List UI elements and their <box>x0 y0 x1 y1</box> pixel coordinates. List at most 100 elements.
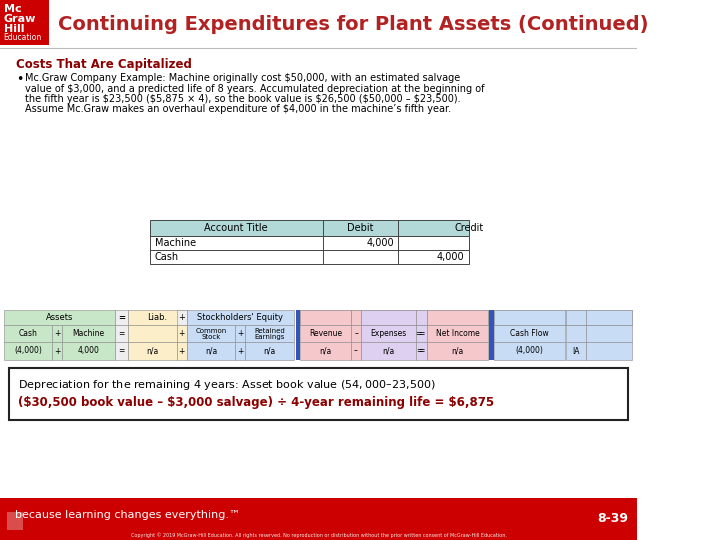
FancyBboxPatch shape <box>351 342 361 360</box>
Text: value of $3,000, and a predicted life of 8 years. Accumulated depreciation at th: value of $3,000, and a predicted life of… <box>24 84 485 93</box>
Text: Assume Mc.Graw makes an overhaul expenditure of $4,000 in the machine’s fifth ye: Assume Mc.Graw makes an overhaul expendi… <box>24 105 451 114</box>
FancyBboxPatch shape <box>62 342 115 360</box>
FancyBboxPatch shape <box>177 325 186 342</box>
Text: –: – <box>354 329 358 338</box>
FancyBboxPatch shape <box>416 342 428 360</box>
Text: –: – <box>354 347 358 355</box>
Text: n/a: n/a <box>382 347 395 355</box>
FancyBboxPatch shape <box>361 325 416 342</box>
Text: Costs That Are Capitalized: Costs That Are Capitalized <box>16 58 192 71</box>
Text: Mc: Mc <box>4 4 21 14</box>
Text: Earnings: Earnings <box>254 334 284 340</box>
Text: 4,000: 4,000 <box>366 238 394 248</box>
Text: Machine: Machine <box>155 238 196 248</box>
Text: Depreciation for the remaining 4 years: Asset book value ($54,000 – $23,500): Depreciation for the remaining 4 years: … <box>18 378 436 392</box>
Text: Machine: Machine <box>73 329 104 338</box>
Text: =: = <box>418 347 425 355</box>
Text: n/a: n/a <box>451 347 464 355</box>
Text: =: = <box>418 329 425 338</box>
Text: Cash Flow: Cash Flow <box>510 329 549 338</box>
FancyBboxPatch shape <box>416 325 428 342</box>
Text: =: = <box>119 347 125 355</box>
Text: Account Title: Account Title <box>204 223 268 233</box>
FancyBboxPatch shape <box>351 310 361 325</box>
Text: n/a: n/a <box>146 347 159 355</box>
Text: 4,000: 4,000 <box>437 252 464 262</box>
Text: +: + <box>179 347 185 355</box>
Text: IA: IA <box>572 347 580 355</box>
Text: Debit: Debit <box>347 223 374 233</box>
FancyBboxPatch shape <box>351 325 361 342</box>
Text: 4,000: 4,000 <box>78 347 99 355</box>
FancyBboxPatch shape <box>4 342 53 360</box>
Text: Assets: Assets <box>45 313 73 322</box>
Text: 8-39: 8-39 <box>598 512 629 525</box>
Text: +: + <box>179 329 185 338</box>
Text: Cash: Cash <box>19 329 37 338</box>
Text: because learning changes everything.™: because learning changes everything.™ <box>15 510 240 520</box>
Text: =: = <box>415 329 422 338</box>
Text: (4,000): (4,000) <box>14 347 42 355</box>
FancyBboxPatch shape <box>53 342 62 360</box>
FancyBboxPatch shape <box>0 498 637 540</box>
FancyBboxPatch shape <box>361 342 416 360</box>
FancyBboxPatch shape <box>428 325 487 342</box>
Text: Mc.Graw Company Example: Machine originally cost $50,000, with an estimated salv: Mc.Graw Company Example: Machine origina… <box>24 73 460 83</box>
FancyBboxPatch shape <box>150 250 469 264</box>
Text: n/a: n/a <box>264 347 276 355</box>
FancyBboxPatch shape <box>150 220 469 236</box>
FancyBboxPatch shape <box>428 310 487 325</box>
Text: Education: Education <box>4 33 42 42</box>
FancyBboxPatch shape <box>300 310 488 325</box>
FancyBboxPatch shape <box>128 325 177 342</box>
FancyBboxPatch shape <box>567 325 586 342</box>
Text: n/a: n/a <box>205 347 217 355</box>
FancyBboxPatch shape <box>567 310 586 325</box>
FancyBboxPatch shape <box>567 342 586 360</box>
FancyBboxPatch shape <box>494 325 564 342</box>
Text: Common: Common <box>195 328 227 334</box>
Text: Stock: Stock <box>202 334 221 340</box>
FancyBboxPatch shape <box>428 342 487 360</box>
Text: =: = <box>416 347 423 355</box>
Text: Stockholders' Equity: Stockholders' Equity <box>197 313 283 322</box>
FancyBboxPatch shape <box>494 342 564 360</box>
FancyBboxPatch shape <box>416 310 428 325</box>
FancyBboxPatch shape <box>4 325 53 342</box>
Text: •: • <box>16 73 23 86</box>
Text: +: + <box>178 313 185 322</box>
FancyBboxPatch shape <box>494 310 564 325</box>
FancyBboxPatch shape <box>300 325 351 342</box>
FancyBboxPatch shape <box>53 325 62 342</box>
FancyBboxPatch shape <box>177 310 186 325</box>
Text: Continuing Expenditures for Plant Assets (Continued): Continuing Expenditures for Plant Assets… <box>58 15 648 33</box>
Text: Liab.: Liab. <box>148 313 168 322</box>
FancyBboxPatch shape <box>245 325 294 342</box>
Text: n/a: n/a <box>320 347 332 355</box>
FancyBboxPatch shape <box>245 342 294 360</box>
Text: Expenses: Expenses <box>370 329 407 338</box>
FancyBboxPatch shape <box>186 342 235 360</box>
FancyBboxPatch shape <box>115 310 128 325</box>
Text: Retained: Retained <box>254 328 285 334</box>
FancyBboxPatch shape <box>62 325 115 342</box>
FancyBboxPatch shape <box>586 342 632 360</box>
FancyBboxPatch shape <box>235 342 245 360</box>
Text: Graw: Graw <box>4 14 36 24</box>
FancyBboxPatch shape <box>490 310 494 360</box>
FancyBboxPatch shape <box>150 236 469 250</box>
FancyBboxPatch shape <box>186 310 294 325</box>
FancyBboxPatch shape <box>586 325 632 342</box>
FancyBboxPatch shape <box>115 325 128 342</box>
FancyBboxPatch shape <box>9 368 629 420</box>
Text: Revenue: Revenue <box>309 329 342 338</box>
FancyBboxPatch shape <box>494 310 632 325</box>
FancyBboxPatch shape <box>128 342 177 360</box>
FancyBboxPatch shape <box>300 310 351 325</box>
Text: (4,000): (4,000) <box>516 347 543 355</box>
FancyBboxPatch shape <box>295 310 300 360</box>
FancyBboxPatch shape <box>361 310 416 325</box>
Text: +: + <box>237 329 243 338</box>
Text: the fifth year is $23,500 ($5,875 × 4), so the book value is $26,500 ($50,000 – : the fifth year is $23,500 ($5,875 × 4), … <box>24 94 460 104</box>
Text: Net Income: Net Income <box>436 329 480 338</box>
